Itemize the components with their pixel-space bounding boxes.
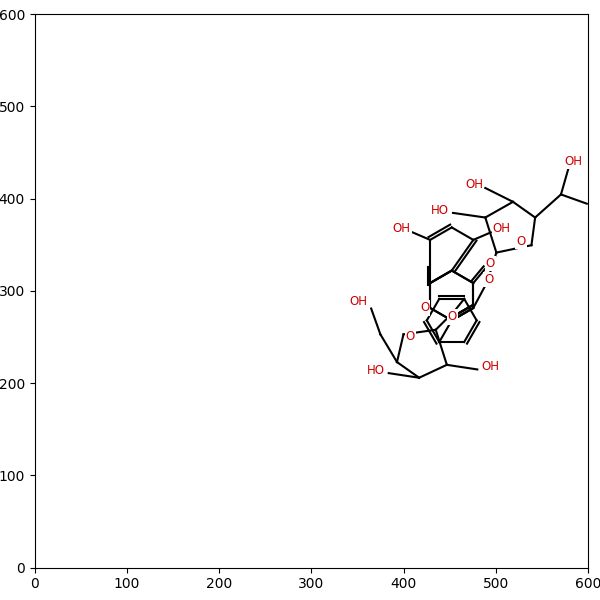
Text: HO: HO bbox=[367, 364, 385, 377]
Text: O: O bbox=[420, 301, 429, 314]
Text: OH: OH bbox=[564, 155, 582, 168]
Text: HO: HO bbox=[431, 203, 449, 217]
Text: OH: OH bbox=[349, 295, 367, 308]
Text: OH: OH bbox=[493, 222, 511, 235]
Text: O: O bbox=[406, 330, 415, 343]
Text: OH: OH bbox=[481, 360, 499, 373]
Text: OH: OH bbox=[465, 178, 483, 191]
Text: O: O bbox=[486, 257, 495, 270]
Text: O: O bbox=[517, 235, 526, 248]
Text: O: O bbox=[484, 273, 494, 286]
Text: O: O bbox=[448, 310, 457, 323]
Text: OH: OH bbox=[392, 222, 410, 235]
